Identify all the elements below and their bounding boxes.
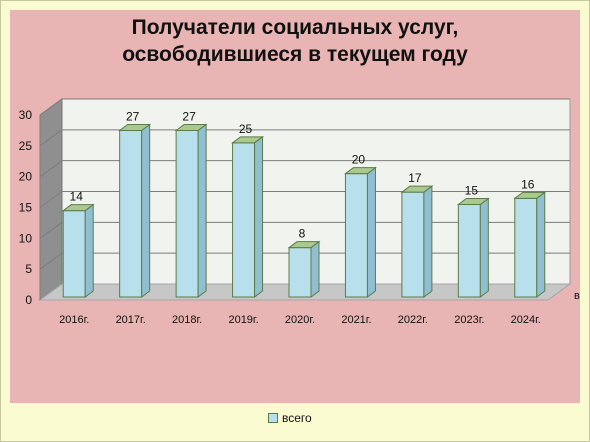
gridline-depth [39,252,63,270]
bar-top [231,136,265,144]
bar [119,130,143,298]
x-tick-label: 2021г. [341,314,371,326]
legend-label: всего [282,411,312,425]
data-label: 17 [408,171,422,185]
data-label: 15 [465,184,479,198]
bar [62,210,86,298]
y-tick-label: 10 [19,231,33,245]
bar-top [118,124,152,131]
data-label: 14 [70,190,84,204]
bar-side [366,166,376,298]
data-label: 25 [239,122,253,136]
bar-top [174,124,208,131]
bar-side [254,135,264,299]
gridline-depth [39,160,63,178]
y-tick-label: 25 [19,139,33,153]
bar-side [310,240,320,298]
axis-suffix-label: в [574,290,580,302]
data-label: 27 [182,110,196,124]
x-tick-label: 2017г. [116,314,146,326]
x-tick-label: 2023г. [454,314,484,326]
gridline-depth [39,98,63,116]
bar-side [423,185,433,298]
y-tick-label: 0 [25,293,32,307]
bar-top [61,204,95,212]
bar [288,247,312,298]
chart-title-line-2: освободившиеся в текущем году [122,43,468,66]
data-label: 27 [126,110,140,124]
x-tick-label: 2022г. [398,314,428,326]
legend: всего [268,410,312,426]
bar-top [400,185,434,193]
x-tick-label: 2020г. [285,314,315,326]
bar [401,191,425,298]
bar-top [456,198,490,205]
x-tick-label: 2018г. [172,314,202,326]
bar-top [287,241,321,249]
chart-title-line-1: Получатели социальных услуг, [131,16,459,39]
data-label: 16 [521,177,535,191]
y-tick-label: 5 [25,262,32,276]
bar-side [479,197,489,298]
bar [344,173,368,298]
data-label: 8 [299,227,306,241]
bar [175,130,199,298]
gridline-depth [39,129,63,147]
legend-swatch [268,413,278,423]
bar [232,142,256,298]
x-tick-label: 2016г. [59,314,89,326]
bar-side [536,191,546,298]
bar [514,197,538,298]
bar-side [197,123,207,298]
x-tick-label: 2024г. [511,314,541,326]
data-label: 20 [352,153,366,167]
y-tick-label: 15 [19,201,33,215]
chart-title: Получатели социальных услуг, освободивши… [0,14,590,68]
gridline-depth [39,221,63,239]
gridline-depth [39,191,63,208]
y-tick-label: 20 [19,170,33,184]
bar-side [141,123,151,298]
x-tick-label: 2019г. [228,314,258,326]
y-tick-label: 30 [19,108,33,122]
bar-side [84,203,94,298]
bar-top [513,191,547,199]
bar [457,204,481,298]
bar-top [343,167,377,175]
